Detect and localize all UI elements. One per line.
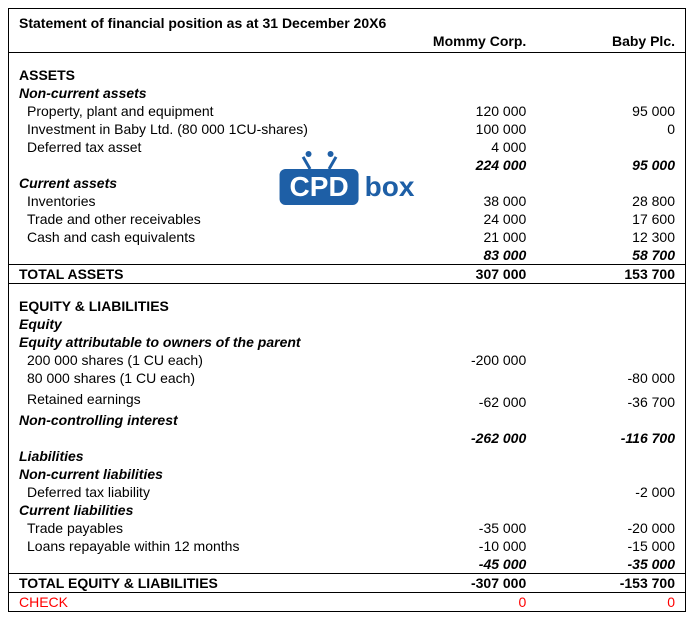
equity-heading: Equity xyxy=(9,315,685,333)
equity-parent-heading: Equity attributable to owners of the par… xyxy=(9,333,685,351)
total-el-row: TOTAL EQUITY & LIABILITIES -307 000 -153… xyxy=(9,574,685,593)
table-row: Retained earnings-62 000-36 700 xyxy=(9,387,685,411)
col-header-b: Baby Plc. xyxy=(536,32,685,53)
total-assets-row: TOTAL ASSETS 307 000 153 700 xyxy=(9,265,685,284)
cl-subtotal: -45 000-35 000 xyxy=(9,555,685,574)
equity-subtotal: -262 000-116 700 xyxy=(9,429,685,447)
check-row: CHECK 0 0 xyxy=(9,593,685,612)
statement-table: Statement of financial position as at 31… xyxy=(9,9,685,611)
col-blank xyxy=(9,32,388,53)
assets-heading: ASSETS xyxy=(9,61,685,84)
table-row: Cash and cash equivalents21 00012 300 xyxy=(9,228,685,246)
financial-statement: CPD box Statement of financial position … xyxy=(8,8,686,612)
ncl-heading: Non-current liabilities xyxy=(9,465,685,483)
table-row: 80 000 shares (1 CU each)-80 000 xyxy=(9,369,685,387)
table-row: Trade payables-35 000-20 000 xyxy=(9,519,685,537)
table-row: Deferred tax liability-2 000 xyxy=(9,483,685,501)
nci-heading: Non-controlling interest xyxy=(9,411,685,429)
statement-title: Statement of financial position as at 31… xyxy=(9,9,685,32)
table-row: Trade and other receivables24 00017 600 xyxy=(9,210,685,228)
table-row: Investment in Baby Ltd. (80 000 1CU-shar… xyxy=(9,120,685,138)
table-row: Loans repayable within 12 months-10 000-… xyxy=(9,537,685,555)
nca-subtotal: 224 00095 000 xyxy=(9,156,685,174)
ca-subtotal: 83 00058 700 xyxy=(9,246,685,265)
table-row: Inventories38 00028 800 xyxy=(9,192,685,210)
liabilities-heading: Liabilities xyxy=(9,447,685,465)
el-heading: EQUITY & LIABILITIES xyxy=(9,292,685,315)
cl-heading: Current liabilities xyxy=(9,501,685,519)
table-row: Property, plant and equipment120 00095 0… xyxy=(9,102,685,120)
table-row: Deferred tax asset4 000 xyxy=(9,138,685,156)
table-row: 200 000 shares (1 CU each)-200 000 xyxy=(9,351,685,369)
nca-heading: Non-current assets xyxy=(9,84,685,102)
ca-heading: Current assets xyxy=(9,174,685,192)
col-header-a: Mommy Corp. xyxy=(388,32,537,53)
